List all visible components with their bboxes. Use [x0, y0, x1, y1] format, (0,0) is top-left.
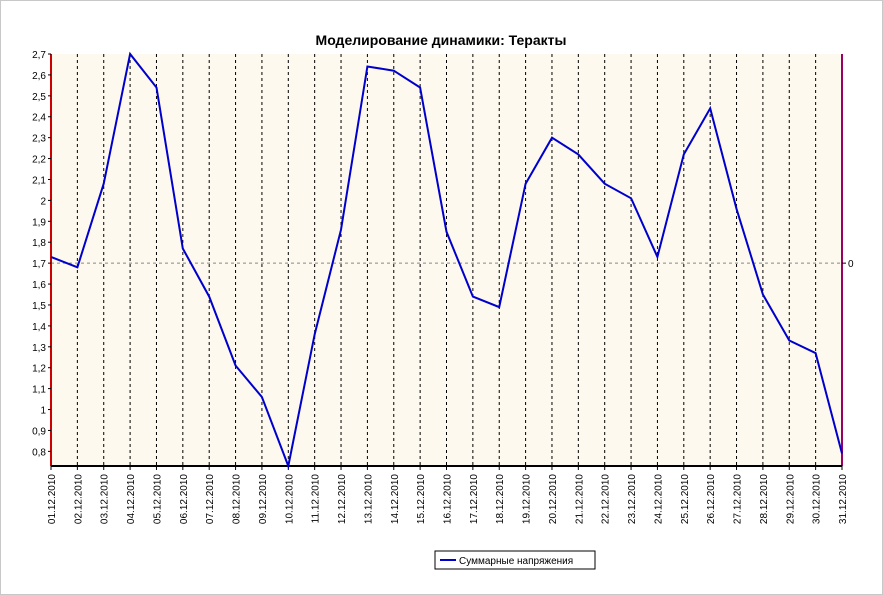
x-tick-label: 16.12.2010	[443, 474, 454, 524]
x-tick-label: 14.12.2010	[390, 474, 401, 524]
x-tick-label: 04.12.2010	[126, 474, 137, 524]
x-tick-label: 06.12.2010	[179, 474, 190, 524]
y-axis: 0,8 0,9 1 1,1 1,2 1,3 1,4 1,5 1,6 1,7 1,8 1,9 2 2,1 2,…	[32, 50, 854, 458]
y-tick-label: 1,4	[32, 322, 46, 333]
right-axis-label: 0	[848, 259, 854, 270]
y-tick-label: 1,7	[32, 259, 46, 270]
x-tick-label: 24.12.2010	[653, 474, 664, 524]
x-tick-label: 21.12.2010	[574, 474, 585, 524]
series-line	[50, 51, 843, 470]
x-tick-label: 15.12.2010	[416, 474, 427, 524]
x-tick-label: 19.12.2010	[522, 474, 533, 524]
y-tick-label: 0,8	[32, 447, 46, 458]
x-tick-label: 26.12.2010	[706, 474, 717, 524]
y-tick-label: 2,7	[32, 50, 46, 61]
y-tick-label: 1,6	[32, 280, 46, 291]
x-tick-label: 29.12.2010	[785, 474, 796, 524]
x-tick-label: 20.12.2010	[548, 474, 559, 524]
legend[interactable]: Суммарные напряжения	[434, 550, 596, 570]
x-tick-label: 13.12.2010	[363, 474, 374, 524]
legend-box	[434, 550, 596, 570]
y-tick-label: 1,2	[32, 364, 46, 375]
y-tick-label: 1,3	[32, 343, 46, 354]
y-tick-label: 1,5	[32, 301, 46, 312]
x-tick-label: 09.12.2010	[258, 474, 269, 524]
y-tick-label: 1	[40, 406, 46, 417]
x-tick-label: 11.12.2010	[311, 474, 322, 524]
x-tick-label: 18.12.2010	[495, 474, 506, 524]
x-tick-label: 25.12.2010	[680, 474, 691, 524]
x-tick-label: 03.12.2010	[100, 474, 111, 524]
y-tick-label: 0,9	[32, 426, 46, 437]
y-tick-label: 2,4	[32, 113, 46, 124]
x-tick-label: 01.12.2010	[47, 474, 58, 524]
y-tick-label: 2,3	[32, 134, 46, 145]
y-tick-label: 2,6	[32, 71, 46, 82]
x-tick-label: 27.12.2010	[733, 474, 744, 524]
x-tick-label: 05.12.2010	[152, 474, 163, 524]
y-tick-label: 2	[40, 196, 46, 207]
x-axis: 01.12.2010 02.12.2010 03.12.2010 04.12.2010…	[47, 466, 849, 524]
legend-label: Суммарные напряжения	[459, 556, 573, 567]
x-tick-label: 23.12.2010	[627, 474, 638, 524]
x-tick-label: 30.12.2010	[812, 474, 823, 524]
x-tick-label: 31.12.2010	[838, 474, 849, 524]
y-tick-label: 1,8	[32, 238, 46, 249]
x-tick-label: 10.12.2010	[284, 474, 295, 524]
x-tick-label: 08.12.2010	[232, 474, 243, 524]
x-tick-label: 12.12.2010	[337, 474, 348, 524]
x-tick-label: 28.12.2010	[759, 474, 770, 524]
x-tick-label: 07.12.2010	[205, 474, 216, 524]
x-tick-label: 22.12.2010	[601, 474, 612, 524]
y-tick-label: 2,2	[32, 155, 46, 166]
plot-area	[50, 54, 843, 467]
series-layer	[50, 51, 843, 470]
chart-title: Моделирование динамики: Теракты	[316, 32, 567, 48]
y-tick-label: 1,9	[32, 217, 46, 228]
y-tick-label: 2,1	[32, 175, 46, 186]
x-tick-label: 02.12.2010	[73, 474, 84, 524]
y-tick-label: 1,1	[32, 385, 46, 396]
y-tick-label: 2,5	[32, 92, 46, 103]
x-tick-label: 17.12.2010	[469, 474, 480, 524]
